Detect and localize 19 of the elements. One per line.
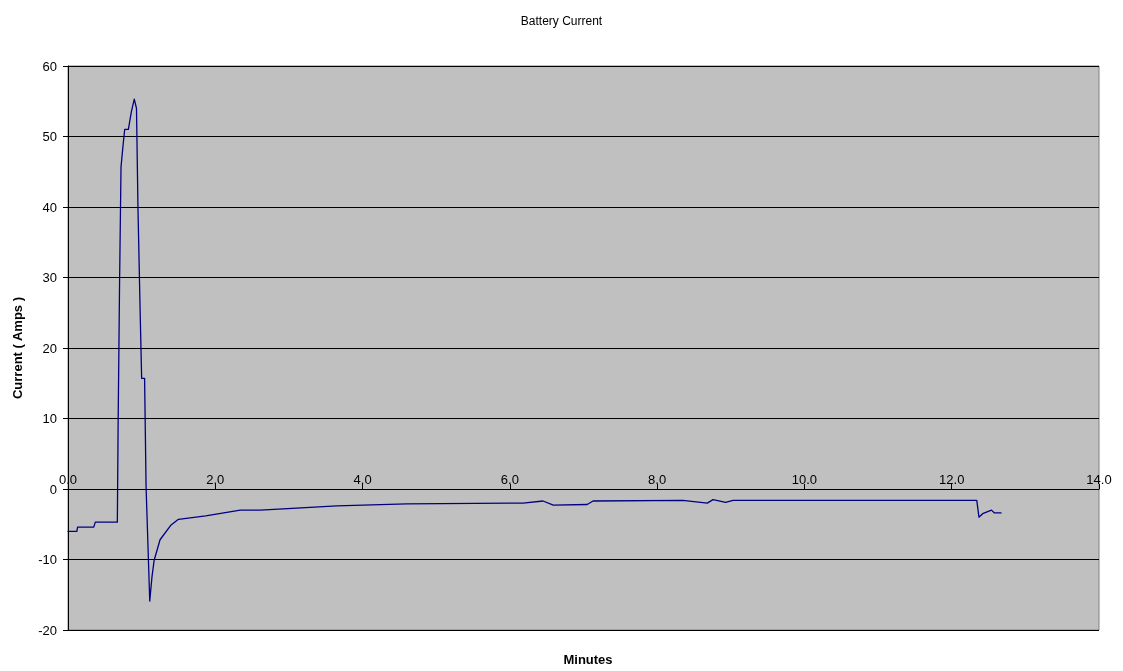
x-tick-label: 2.0	[206, 472, 225, 487]
x-tick-label: 12.0	[939, 472, 965, 487]
y-tick-label: 30	[42, 270, 57, 285]
chart-title: Battery Current	[520, 14, 603, 28]
y-tick-label: 40	[42, 199, 57, 215]
y-axis-title: Current ( Amps )	[10, 296, 25, 400]
y-tick-label: 20	[42, 340, 57, 356]
x-tick-label: 6.0	[500, 472, 519, 487]
x-tick-label: 8.0	[648, 472, 667, 487]
y-tick-label: 10	[42, 411, 57, 426]
x-tick-label: 4.0	[353, 472, 372, 487]
y-tick-label: -10	[38, 552, 57, 567]
y-tick-label: 50	[42, 129, 57, 144]
y-tick-label: 0	[49, 481, 57, 497]
y-tick-label: -20	[38, 622, 57, 638]
x-tick-label: 10.0	[791, 472, 818, 487]
x-tick-label: 14.0	[1086, 472, 1112, 487]
y-tick-label: 60	[42, 58, 57, 74]
x-axis-title: Minutes	[563, 652, 613, 667]
